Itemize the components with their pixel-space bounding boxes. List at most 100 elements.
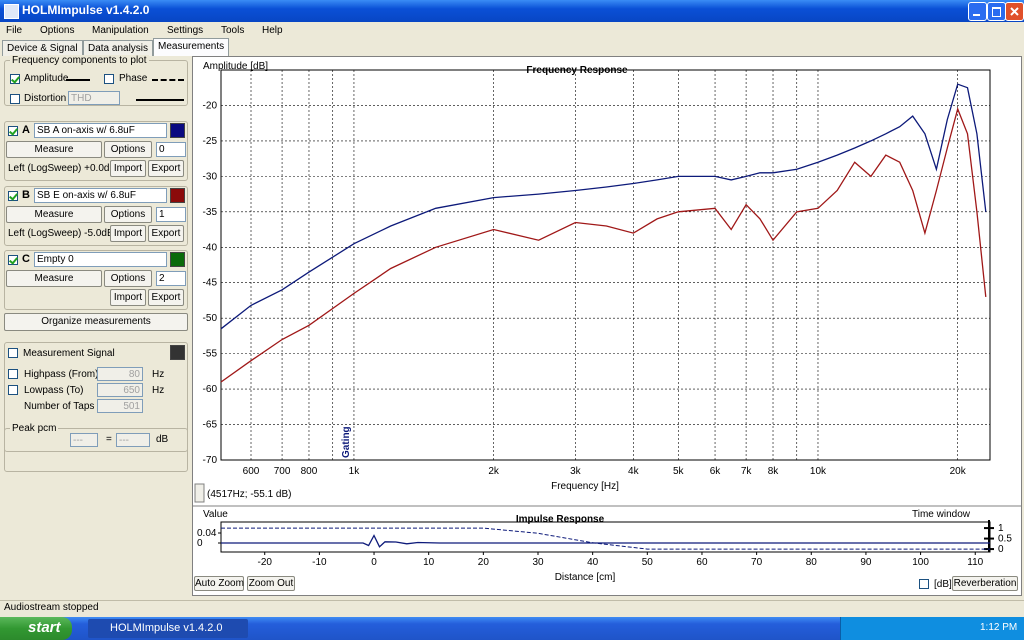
menu-item[interactable]: Help	[262, 25, 283, 36]
impulse-x-tick-label: 90	[860, 557, 872, 568]
y-tick-label: -35	[203, 207, 218, 218]
measurement-select[interactable]: SB E on-axis w/ 6.8uF	[34, 187, 167, 203]
taskbar-item[interactable]	[88, 619, 248, 638]
index-spinner[interactable]: 0	[156, 142, 186, 157]
highpass-field[interactable]: 80	[97, 367, 143, 381]
plot-controls: Auto Zoom Zoom Out [dB] Reverberation	[192, 56, 1022, 596]
distortion-label: Distortion	[24, 93, 67, 104]
impulse-x-tick-label: 60	[696, 557, 708, 568]
tab[interactable]: Data analysis	[83, 40, 154, 56]
y-tick-label: -45	[203, 278, 218, 289]
system-tray	[840, 617, 1024, 640]
measurement-info: Left (LogSweep) +0.0dB	[8, 163, 117, 174]
organize-button[interactable]: Organize measurements	[4, 313, 188, 331]
measurement-color[interactable]	[170, 187, 185, 203]
import-button[interactable]: Import	[110, 224, 146, 242]
close-button[interactable]	[1005, 2, 1024, 21]
plot: Frequency Response Amplitude [dB] Frequenc…	[192, 61, 1022, 583]
group-title: Frequency components to plot	[10, 55, 149, 66]
gating-marker: Gating	[341, 426, 352, 458]
amplitude-checkbox[interactable]	[10, 74, 20, 84]
solid-sample	[66, 79, 90, 81]
impulse-x-tick-label: 100	[912, 557, 929, 568]
measure-button[interactable]: Measure	[6, 270, 102, 287]
peak-left: ---	[70, 433, 98, 447]
options-button[interactable]: Options	[104, 141, 152, 158]
impulse-x-tick-label: 20	[478, 557, 490, 568]
lowpass-unit: Hz	[152, 385, 165, 396]
impulse-x-tick-label: 0	[371, 557, 377, 568]
taps-label: Number of Taps	[24, 401, 95, 412]
x-tick-label: 1k	[349, 466, 361, 477]
import-button[interactable]: Import	[110, 289, 146, 306]
tab[interactable]: Device & Signal	[2, 40, 83, 56]
measurement-select[interactable]: Empty 0	[34, 252, 167, 267]
measurement-color[interactable]	[170, 252, 185, 267]
x-tick-label: 5k	[673, 466, 685, 477]
index-spinner[interactable]: 1	[156, 206, 186, 222]
phase-checkbox[interactable]	[104, 74, 114, 84]
options-button[interactable]: Options	[104, 270, 152, 287]
highpass-unit: Hz	[152, 369, 165, 380]
solid-sample	[136, 99, 184, 101]
phase-label: Phase	[119, 73, 148, 84]
measurement-box	[4, 121, 188, 181]
menu-bar: File Options Manipulation Settings Tools Help	[0, 22, 1024, 38]
chart-title: Frequency Response	[526, 65, 628, 76]
impulse-x-tick-label: -20	[257, 557, 272, 568]
window-title: HOLMImpulse v1.4.2.0	[22, 3, 150, 17]
export-button[interactable]: Export	[148, 160, 184, 177]
measurement-letter: C	[22, 253, 30, 265]
distortion-checkbox[interactable]	[10, 94, 20, 104]
measure-button[interactable]: Measure	[6, 141, 102, 158]
measurement-checkbox[interactable]	[8, 190, 18, 201]
distortion-select[interactable]: THD	[68, 91, 120, 105]
status-text: Audiostream stopped	[4, 602, 99, 613]
start-label[interactable]: start	[28, 619, 61, 636]
title-bar	[0, 0, 1024, 22]
y-tick-label: -20	[203, 100, 218, 111]
minimize-button[interactable]	[968, 2, 987, 21]
measurement-checkbox[interactable]	[8, 255, 18, 265]
menu-item[interactable]: Options	[40, 25, 75, 36]
measure-button[interactable]: Measure	[6, 205, 102, 223]
measurement-letter: A	[22, 124, 30, 136]
amplitude-label: Amplitude	[24, 73, 69, 84]
measurement-color[interactable]	[170, 123, 185, 138]
y-tick-label: -65	[203, 420, 218, 431]
tab[interactable]: Measurements	[153, 38, 230, 56]
db-checkbox[interactable]	[919, 579, 929, 589]
peak-box	[4, 428, 188, 452]
lowpass-checkbox[interactable]	[8, 385, 18, 395]
measurement-select[interactable]: SB A on-axis w/ 6.8uF	[34, 123, 167, 138]
taps-field[interactable]: 501	[97, 399, 143, 413]
x-tick-label: 800	[301, 466, 318, 477]
impulse-y-tick-label: 0	[197, 538, 203, 549]
app-icon	[4, 4, 19, 19]
lowpass-field[interactable]: 650	[97, 383, 143, 397]
x-tick-label: 20k	[950, 466, 967, 477]
zoom-out-button[interactable]: Zoom Out	[247, 576, 295, 591]
db-label[interactable]: [dB]	[934, 579, 952, 590]
maximize-button[interactable]	[987, 2, 1006, 21]
export-button[interactable]: Export	[148, 224, 184, 242]
impulse-x-tick-label: 40	[587, 557, 599, 568]
signal-checkbox[interactable]	[8, 348, 18, 358]
reverberation-button[interactable]: Reverberation	[952, 576, 1018, 591]
menu-item[interactable]: File	[6, 25, 23, 36]
left-panel: Frequency components to plot Amplitude Pha…	[0, 55, 192, 600]
taskbar-item-label[interactable]: HOLMImpulse v1.4.2.0	[110, 622, 223, 634]
options-button[interactable]: Options	[104, 205, 152, 223]
x-tick-label: 4k	[628, 466, 640, 477]
impulse-y-tick-label: 0.04	[197, 528, 217, 539]
index-spinner[interactable]: 2	[156, 271, 186, 286]
menu-item[interactable]: Manipulation	[92, 25, 149, 36]
auto-zoom-button[interactable]: Auto Zoom	[194, 576, 244, 591]
menu-item[interactable]: Tools	[221, 25, 245, 36]
menu-item[interactable]: Settings	[167, 25, 204, 36]
start-button[interactable]	[0, 617, 72, 640]
export-button[interactable]: Export	[148, 289, 184, 306]
import-button[interactable]: Import	[110, 160, 146, 177]
highpass-checkbox[interactable]	[8, 369, 18, 379]
measurement-checkbox[interactable]	[8, 126, 18, 136]
